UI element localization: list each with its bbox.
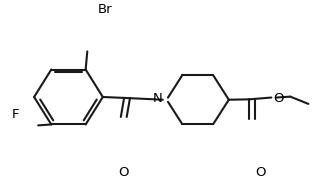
Text: Br: Br: [98, 3, 113, 16]
Text: F: F: [12, 108, 19, 121]
Text: O: O: [255, 166, 266, 179]
Text: O: O: [118, 166, 128, 179]
Text: N: N: [152, 92, 162, 105]
Text: O: O: [273, 92, 283, 105]
